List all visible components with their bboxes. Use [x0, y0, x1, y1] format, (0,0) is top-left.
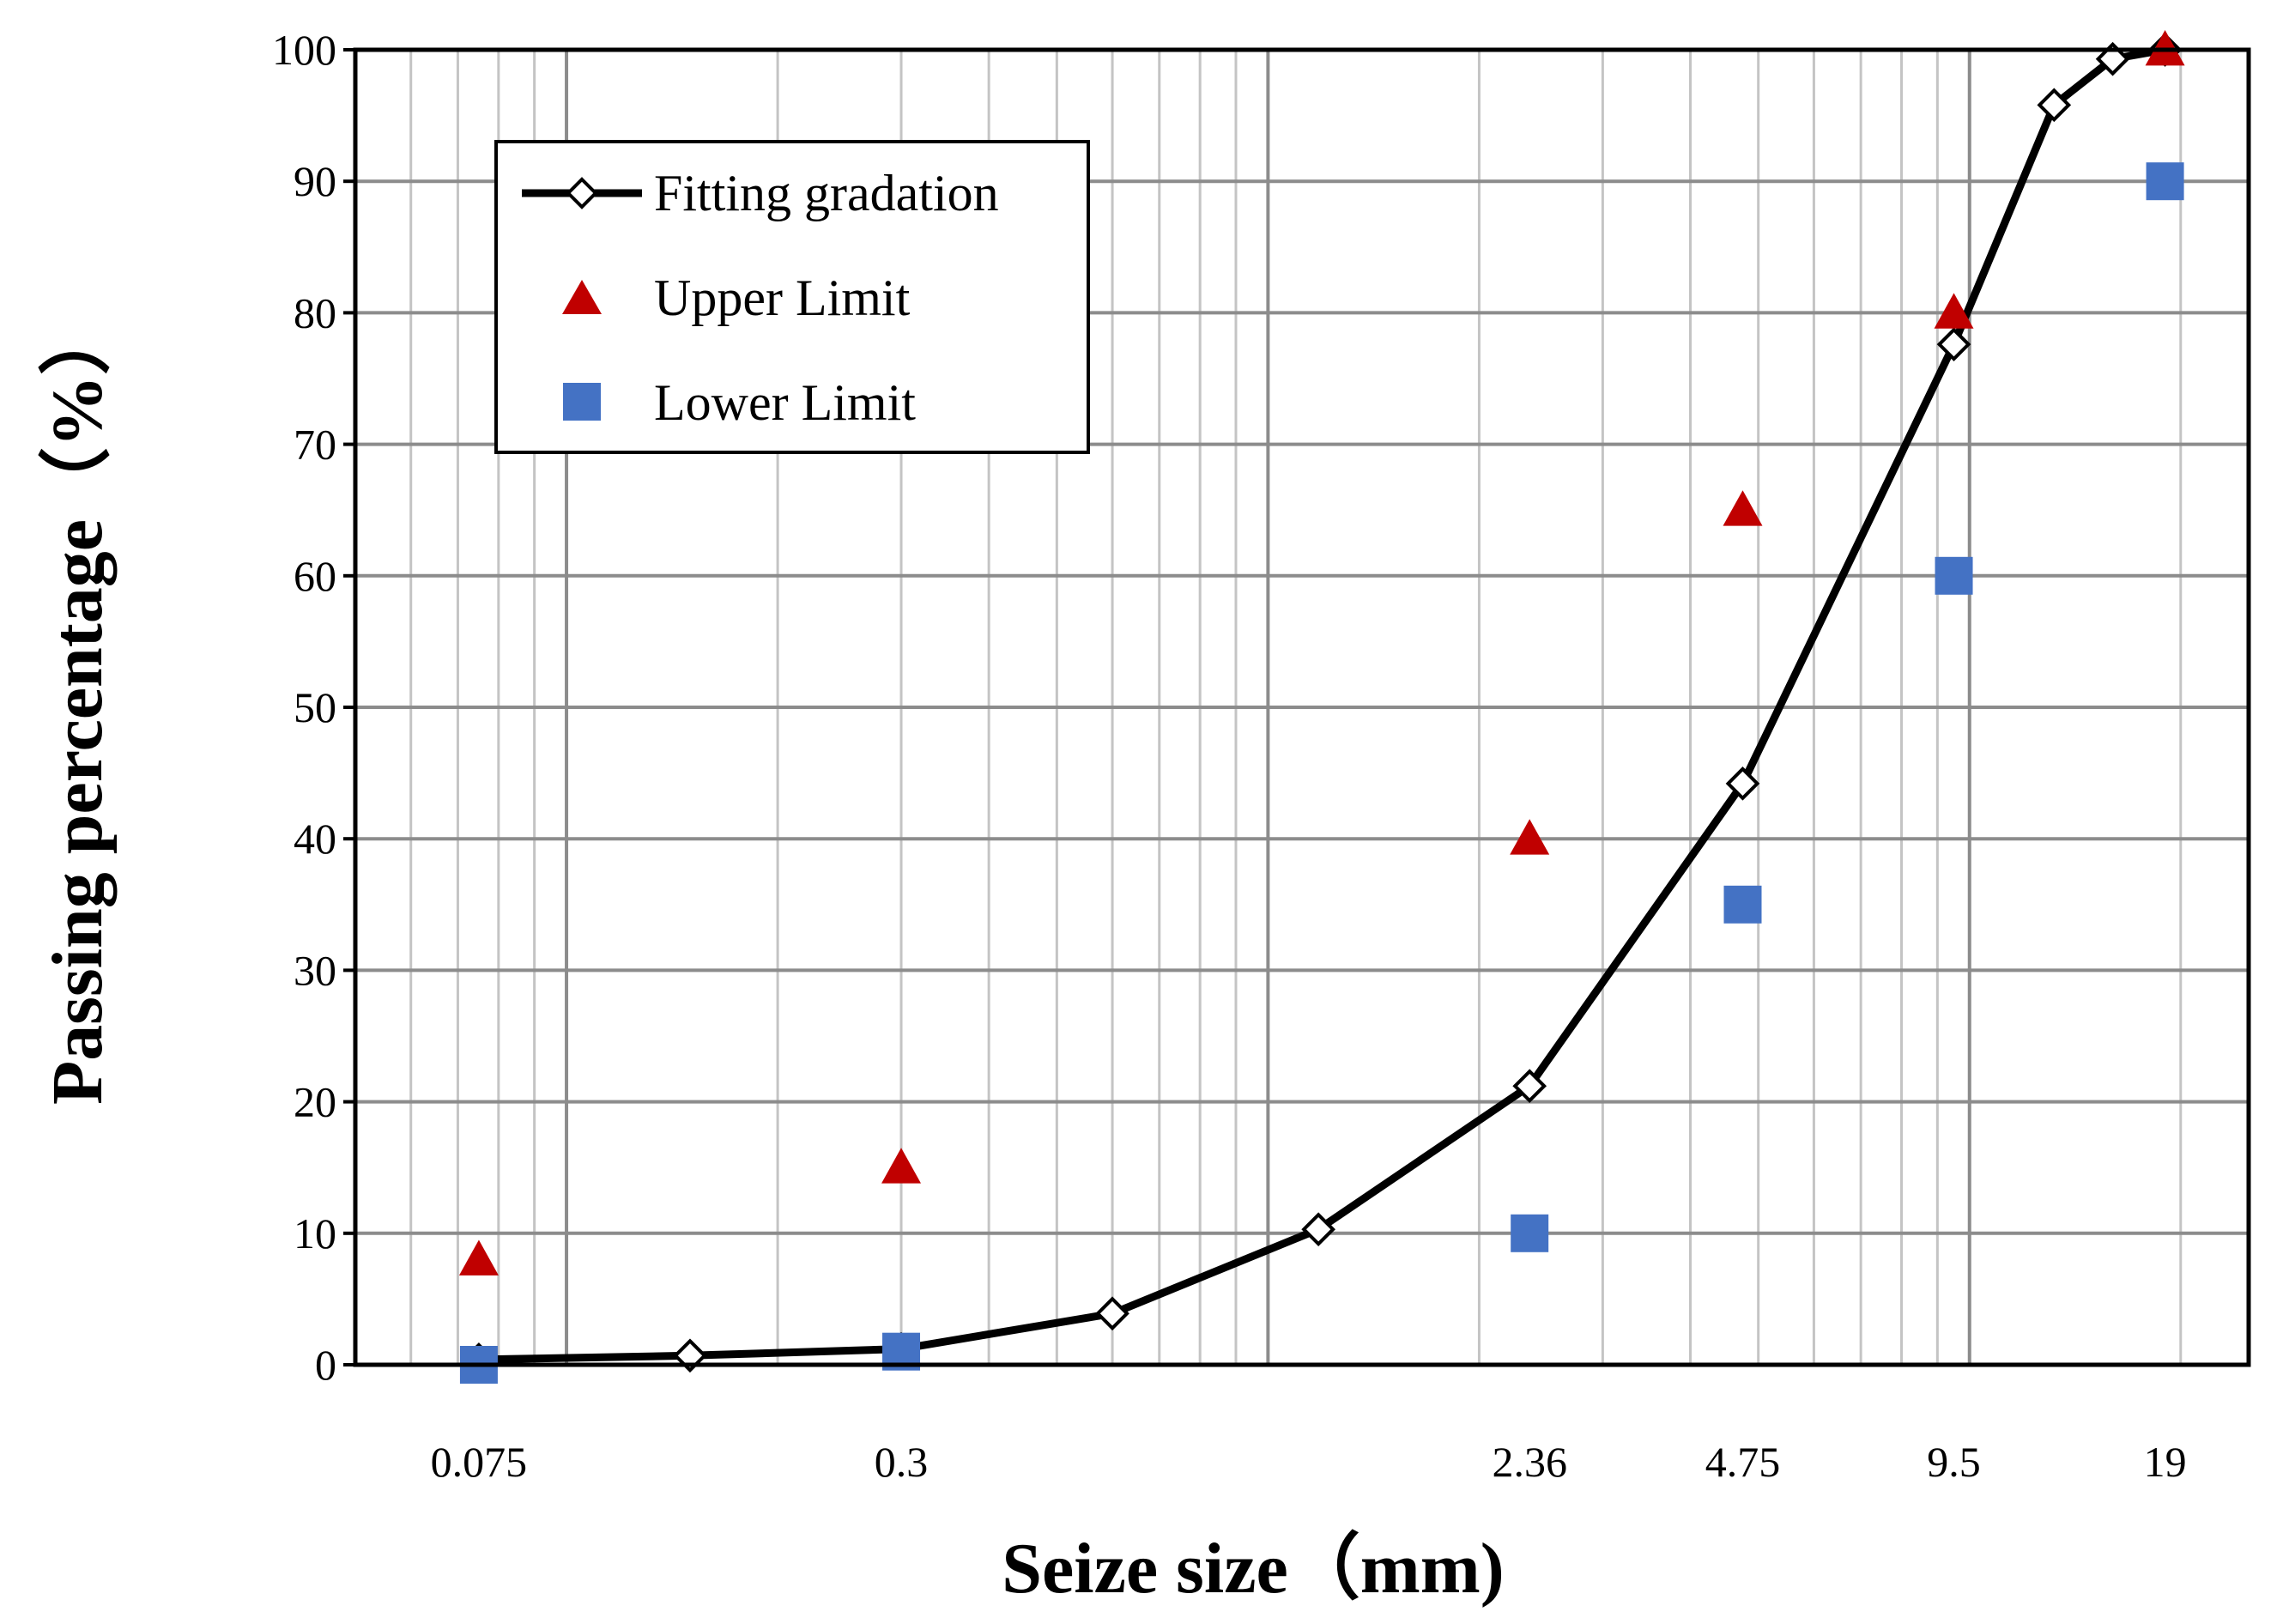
legend-label-fitting-gradation: Fitting gradation — [654, 165, 999, 221]
plot-frame — [353, 47, 2251, 1367]
legend-triangle-marker — [562, 280, 602, 314]
y-tick-label: 30 — [294, 946, 336, 994]
x-tick-label: 2.36 — [1492, 1438, 1567, 1486]
fitting-gradation-point — [673, 1338, 707, 1373]
y-tick-label: 40 — [294, 815, 336, 863]
fitting-gradation-point — [1512, 1069, 1547, 1104]
upper-limit-point — [458, 1239, 499, 1276]
legend-square-marker — [563, 383, 601, 421]
x-tick-label: 19 — [2144, 1438, 2187, 1486]
upper-limit-point — [1510, 819, 1550, 855]
fitting-gradation-point — [2037, 88, 2072, 123]
legend: Fitting gradation Upper Limit Lower Limi… — [494, 140, 1090, 454]
y-tick-label: 80 — [294, 288, 336, 336]
y-tick-label: 100 — [272, 26, 336, 74]
upper-limit-point — [1934, 293, 1974, 329]
y-axis-ticks: 0 10 20 30 40 50 60 70 80 90 100 — [272, 26, 355, 1389]
y-axis-title: Passing percentage（%） — [38, 303, 118, 1105]
fitting-gradation-point — [1301, 1212, 1335, 1247]
legend-label-upper-limit: Upper Limit — [654, 270, 911, 326]
y-tick-label: 90 — [294, 157, 336, 205]
x-tick-label: 9.5 — [1927, 1438, 1981, 1486]
x-tick-label: 0.3 — [875, 1438, 929, 1486]
y-tick-label: 20 — [294, 1078, 336, 1126]
x-tick-label: 0.075 — [431, 1438, 528, 1486]
y-tick-label: 60 — [294, 552, 336, 600]
lower-limit-point — [2146, 162, 2184, 201]
legend-item-fitting-gradation: Fitting gradation — [522, 165, 999, 221]
x-tick-label: 4.75 — [1705, 1438, 1781, 1486]
fitting-gradation-point — [1936, 327, 1971, 361]
x-axis-title: Seize size（mm) — [1002, 1529, 1504, 1609]
fitting-gradation-point — [1095, 1296, 1129, 1331]
y-tick-label: 10 — [294, 1209, 336, 1257]
lower-limit-point — [1723, 885, 1762, 924]
legend-diamond-marker — [566, 177, 598, 209]
y-tick-label: 70 — [294, 421, 336, 469]
lower-limit-point — [1511, 1214, 1549, 1252]
legend-item-upper-limit: Upper Limit — [562, 270, 911, 326]
y-tick-label: 50 — [294, 683, 336, 731]
lower-limit-point — [1935, 556, 1973, 595]
legend-label-lower-limit: Lower Limit — [654, 374, 916, 431]
y-tick-label: 0 — [315, 1341, 336, 1389]
legend-item-lower-limit: Lower Limit — [563, 374, 916, 431]
upper-limit-point — [881, 1148, 922, 1184]
x-axis-ticks: 0.075 0.3 2.36 4.75 9.5 19 — [431, 1438, 2187, 1486]
upper-limit-point — [1723, 490, 1763, 526]
fitting-gradation-point — [1725, 767, 1760, 801]
